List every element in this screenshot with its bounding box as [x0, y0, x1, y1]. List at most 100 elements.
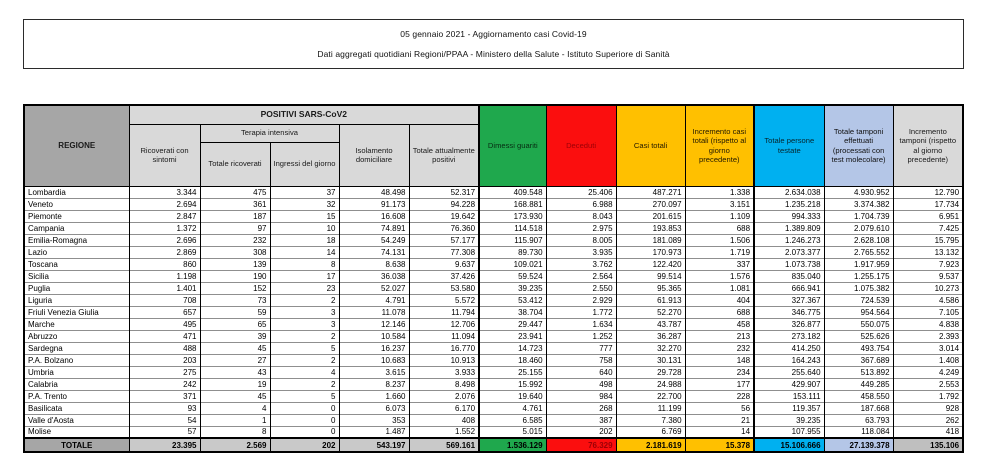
table-row: Veneto 2.694 361 32 91.173 94.228 168.881 6.988…: [23, 197, 964, 210]
total-value-cell: 23.395: [128, 437, 201, 453]
table-row: Toscana 860 139 8 8.638 9.637 109.021 3.762 122.…: [23, 257, 964, 270]
region-name: Marche: [23, 317, 130, 330]
value-cell: 11.078: [338, 305, 410, 318]
total-value-cell: 2.569: [199, 437, 271, 453]
value-cell: 7.105: [892, 305, 964, 318]
value-cell: 54.249: [338, 233, 410, 246]
header-persone-testate: Totale persone testate: [753, 104, 825, 187]
value-cell: 122.420: [615, 257, 686, 270]
value-cell: 1.634: [545, 317, 617, 330]
value-cell: 2.079.610: [823, 221, 894, 234]
value-cell: 337: [684, 257, 755, 270]
value-cell: 487.271: [615, 185, 686, 198]
header-ingressi-giorno: Ingressi del giorno: [269, 141, 340, 187]
value-cell: 39.235: [753, 413, 825, 426]
region-name: Basilicata: [23, 401, 130, 414]
value-cell: 3.762: [545, 257, 617, 270]
value-cell: 74.131: [338, 245, 410, 258]
value-cell: 59.524: [478, 269, 547, 282]
value-cell: 724.539: [823, 293, 894, 306]
value-cell: 232: [199, 233, 271, 246]
value-cell: 498: [545, 377, 617, 390]
value-cell: 52.317: [408, 185, 480, 198]
value-cell: 77.308: [408, 245, 480, 258]
table-row: Umbria 275 43 4 3.615 3.933 25.155 640 29.728 234…: [23, 365, 964, 378]
value-cell: 1.506: [684, 233, 755, 246]
value-cell: 13.132: [892, 245, 964, 258]
header-deceduti: Deceduti: [545, 104, 617, 187]
value-cell: 495: [128, 317, 201, 330]
value-cell: 153.111: [753, 389, 825, 402]
value-cell: 275: [128, 365, 201, 378]
value-cell: 25.155: [478, 365, 547, 378]
value-cell: 1.401: [128, 281, 201, 294]
value-cell: 54: [128, 413, 201, 426]
value-cell: 6.170: [408, 401, 480, 414]
table-body: Lombardia 3.344 475 37 48.498 52.317 409.548 25…: [23, 185, 964, 438]
value-cell: 2.073.377: [753, 245, 825, 258]
value-cell: 1.073.738: [753, 257, 825, 270]
value-cell: 53.412: [478, 293, 547, 306]
value-cell: 327.367: [753, 293, 825, 306]
header-casi-totali: Casi totali: [615, 104, 686, 187]
value-cell: 270.097: [615, 197, 686, 210]
value-cell: 1.338: [684, 185, 755, 198]
value-cell: 109.021: [478, 257, 547, 270]
value-cell: 12.146: [338, 317, 410, 330]
value-cell: 1.075.382: [823, 281, 894, 294]
value-cell: 2.076: [408, 389, 480, 402]
value-cell: 22.700: [615, 389, 686, 402]
value-cell: 11.794: [408, 305, 480, 318]
value-cell: 2.628.108: [823, 233, 894, 246]
value-cell: 8: [199, 425, 271, 438]
value-cell: 65: [199, 317, 271, 330]
value-cell: 1.719: [684, 245, 755, 258]
value-cell: 23: [269, 281, 340, 294]
value-cell: 6.769: [615, 425, 686, 438]
value-cell: 7.923: [892, 257, 964, 270]
value-cell: 48.498: [338, 185, 410, 198]
value-cell: 758: [545, 353, 617, 366]
value-cell: 2.553: [892, 377, 964, 390]
header-attualmente-positivi: Totale attualmente positivi: [408, 123, 480, 187]
header-incremento-casi: Incremento casi totali (rispetto al gior…: [684, 104, 755, 187]
value-cell: 1.389.809: [753, 221, 825, 234]
value-cell: 8.498: [408, 377, 480, 390]
value-cell: 3: [269, 305, 340, 318]
value-cell: 202: [545, 425, 617, 438]
value-cell: 164.243: [753, 353, 825, 366]
value-cell: 2: [269, 353, 340, 366]
value-cell: 19.640: [478, 389, 547, 402]
bulletin-title-line2: Dati aggregati quotidiani Regioni/PPAA -…: [317, 48, 670, 59]
value-cell: 7.425: [892, 221, 964, 234]
value-cell: 2.694: [128, 197, 201, 210]
value-cell: 1.198: [128, 269, 201, 282]
value-cell: 32.270: [615, 341, 686, 354]
value-cell: 15.795: [892, 233, 964, 246]
value-cell: 29.447: [478, 317, 547, 330]
value-cell: 12.790: [892, 185, 964, 198]
value-cell: 3.014: [892, 341, 964, 354]
table-row: Lazio 2.869 308 14 74.131 77.308 89.730 3.935 17…: [23, 245, 964, 258]
total-label: TOTALE: [23, 437, 130, 453]
region-name: Liguria: [23, 293, 130, 306]
value-cell: 273.182: [753, 329, 825, 342]
value-cell: 18.460: [478, 353, 547, 366]
value-cell: 56: [684, 401, 755, 414]
value-cell: 9.537: [892, 269, 964, 282]
value-cell: 4.791: [338, 293, 410, 306]
value-cell: 4: [199, 401, 271, 414]
table-row: Piemonte 2.847 187 15 16.608 19.642 173.930 8.0…: [23, 209, 964, 222]
value-cell: 1: [199, 413, 271, 426]
value-cell: 367.689: [823, 353, 894, 366]
value-cell: 5: [269, 389, 340, 402]
region-name: Calabria: [23, 377, 130, 390]
value-cell: 2.847: [128, 209, 201, 222]
value-cell: 2: [269, 377, 340, 390]
region-name: Lazio: [23, 245, 130, 258]
header-ricoverati-sintomi: Ricoverati con sintomi: [128, 123, 201, 187]
value-cell: 8.043: [545, 209, 617, 222]
value-cell: 39.235: [478, 281, 547, 294]
value-cell: 1.552: [408, 425, 480, 438]
value-cell: 10.273: [892, 281, 964, 294]
